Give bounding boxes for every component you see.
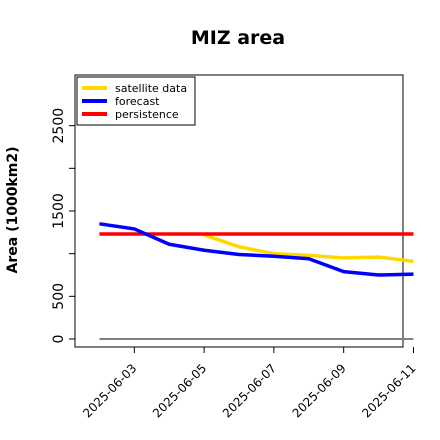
x-tick-label: 2025-06-03 (80, 361, 139, 420)
x-axis: 2025-06-03 2025-06-05 2025-06-07 2025-06-09… (80, 347, 419, 420)
y-tick-label: 2500 (51, 108, 67, 144)
y-tick-label: 500 (51, 283, 67, 310)
x-tick-label: 2025-06-09 (290, 361, 349, 420)
x-tick-label: 2025-06-05 (150, 361, 209, 420)
forecast-line (99, 222, 414, 277)
legend-label: forecast (115, 95, 160, 108)
legend-label: satellite data (115, 82, 187, 95)
y-tick-label: 0 (51, 335, 67, 344)
legend-label: persistence (115, 108, 179, 121)
y-tick-label: 1500 (51, 193, 67, 229)
satellite-data-line (203, 233, 414, 264)
x-tick-label: 2025-06-07 (220, 361, 279, 420)
x-tick-label: 2025-06-11 (359, 361, 418, 420)
y-axis-label: Area (1000km2) (5, 147, 21, 274)
y-axis: 0 500 1500 2500 (51, 108, 75, 344)
series-layer (99, 222, 414, 340)
chart-title: MIZ area (191, 27, 285, 49)
